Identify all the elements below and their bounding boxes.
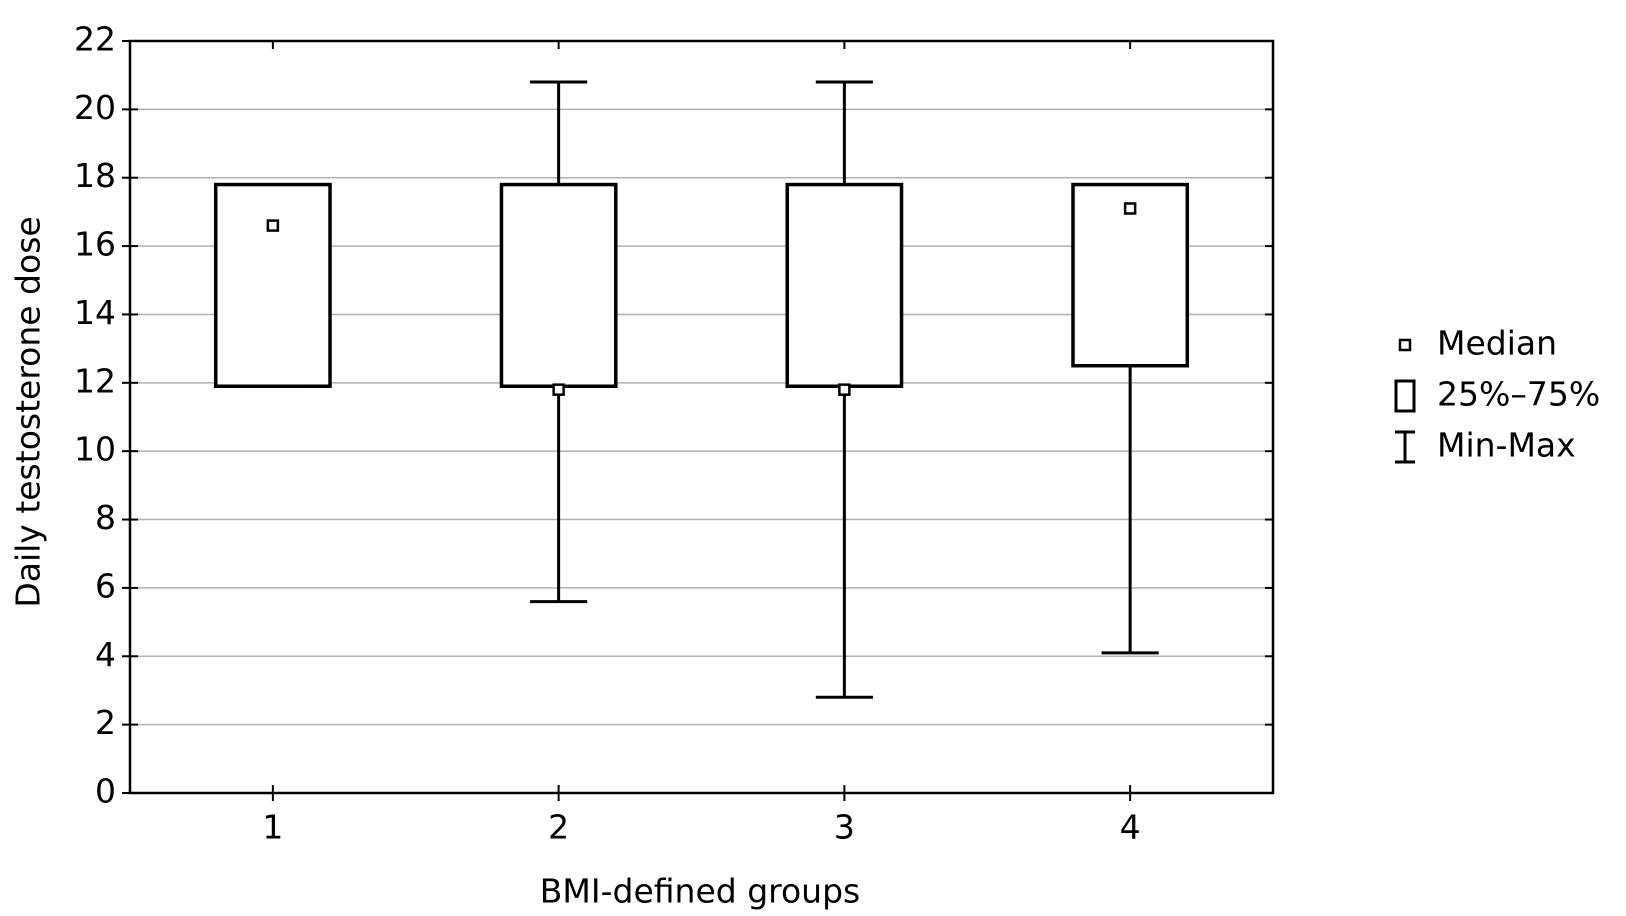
y-tick-label: 6 <box>95 566 116 605</box>
box <box>785 182 904 388</box>
y-tick-label: 12 <box>74 361 116 400</box>
x-tick-label: 1 <box>262 808 283 847</box>
x-axis-label: BMI-defined groups <box>540 872 860 911</box>
box <box>213 182 332 388</box>
y-tick-label: 10 <box>74 430 116 469</box>
median-marker <box>1123 202 1137 215</box>
y-tick-label: 4 <box>95 635 116 674</box>
x-tick-label: 2 <box>548 808 569 847</box>
median-marker <box>266 219 280 232</box>
y-tick-label: 22 <box>74 20 116 59</box>
y-tick-label: 20 <box>74 88 116 127</box>
x-tick-label: 3 <box>834 808 855 847</box>
y-tick-label: 16 <box>74 225 116 264</box>
plot-frame <box>128 39 1275 795</box>
y-tick-label: 14 <box>74 293 116 332</box>
legend-label: Min-Max <box>1437 426 1576 465</box>
median-marker <box>838 383 851 396</box>
y-tick-label: 8 <box>95 498 116 537</box>
y-axis-label: Daily testosterone dose <box>9 216 48 607</box>
y-tick-label: 0 <box>95 772 116 811</box>
x-tick-label: 4 <box>1120 808 1141 847</box>
legend-label: Median <box>1437 324 1557 363</box>
legend-box-swatch <box>1394 379 1416 413</box>
box <box>499 182 618 388</box>
box <box>1071 182 1190 368</box>
y-tick-label: 2 <box>95 703 116 742</box>
y-tick-label: 18 <box>74 156 116 195</box>
legend-median-swatch <box>1398 338 1412 352</box>
legend-label: 25%–75% <box>1437 375 1600 414</box>
median-marker <box>552 383 565 396</box>
